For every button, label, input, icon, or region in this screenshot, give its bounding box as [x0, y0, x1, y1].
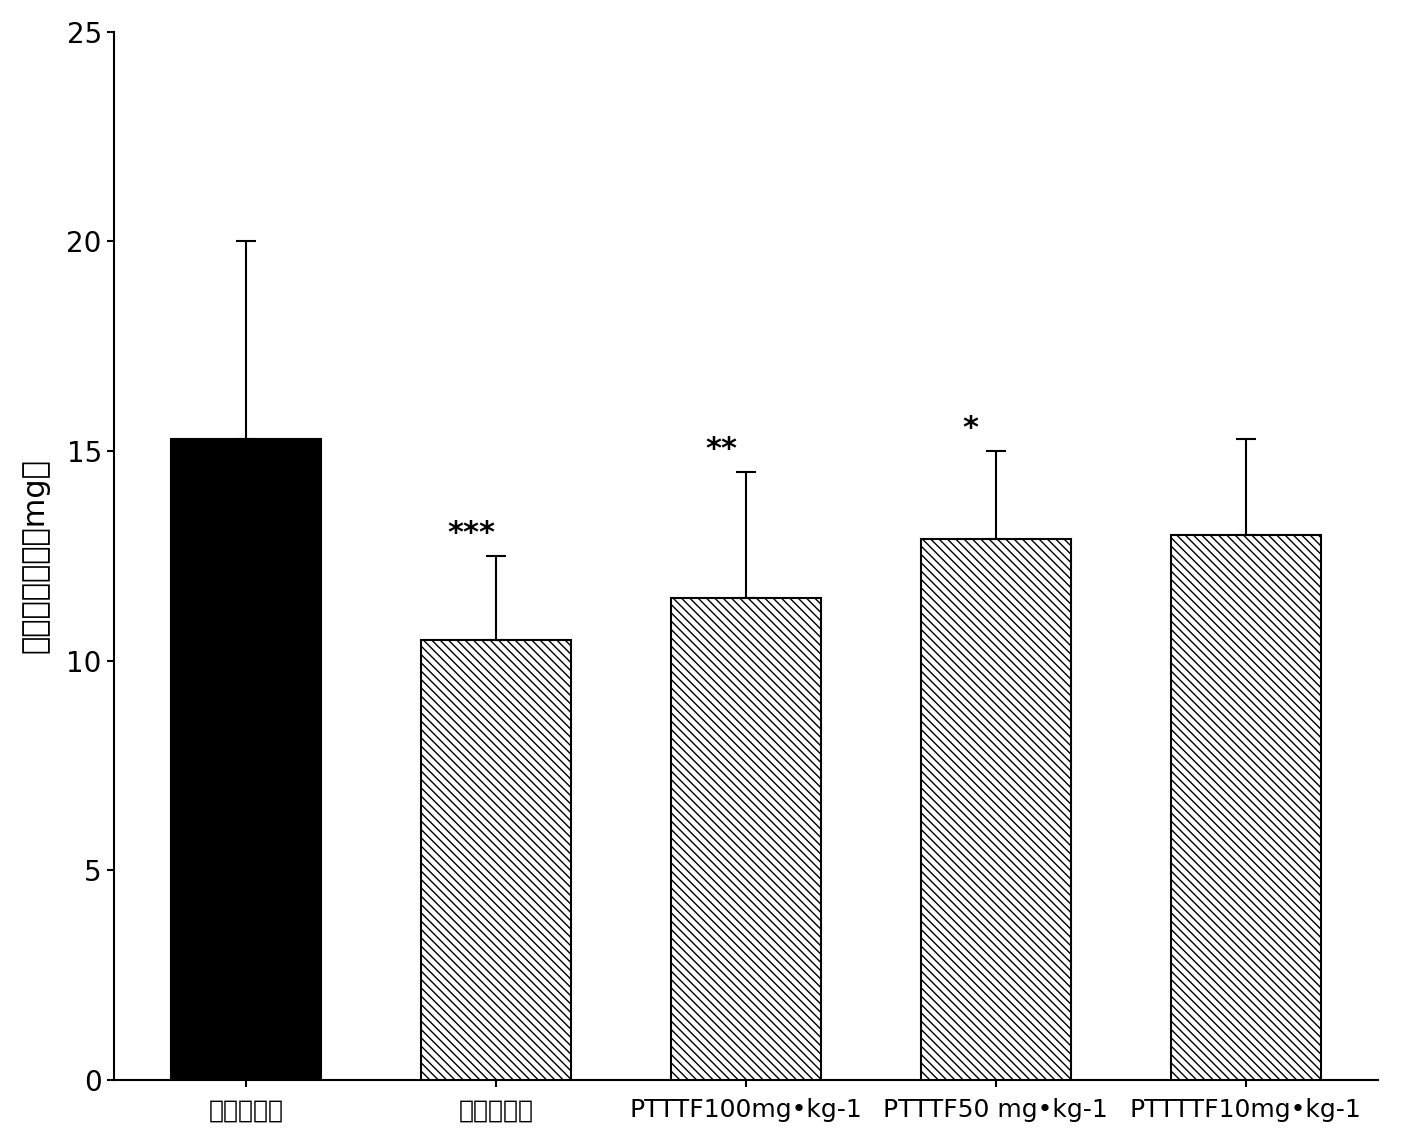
Y-axis label: 小鼠耳肿胀度（mg）: 小鼠耳肿胀度（mg） — [21, 458, 50, 654]
Text: *: * — [962, 414, 979, 442]
Text: ***: *** — [447, 519, 495, 547]
Text: **: ** — [705, 434, 737, 464]
Bar — [171, 439, 321, 1080]
Bar — [1171, 535, 1321, 1080]
Bar — [422, 640, 572, 1080]
Bar — [671, 598, 821, 1080]
Bar — [920, 539, 1070, 1080]
